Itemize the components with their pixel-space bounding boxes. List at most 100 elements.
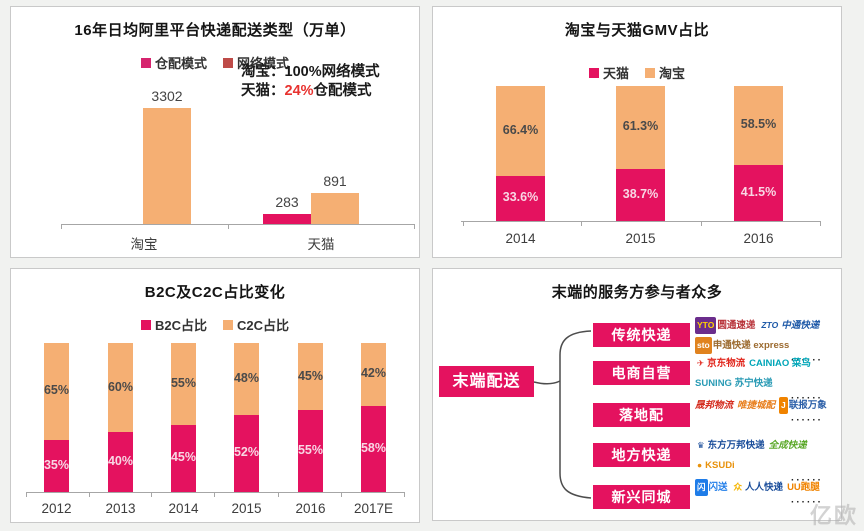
category-label: 2017E bbox=[353, 501, 394, 516]
brand-logo-icon: ● bbox=[697, 460, 703, 470]
panel-gmv-share-chart: 淘宝与天猫GMV占比 天猫 淘宝 33.6% 66.4% 2014 38.7% 61.3%… bbox=[432, 6, 842, 258]
chart-title: B2C及C2C占比变化 bbox=[144, 284, 286, 301]
segment-value-label: 33.6% bbox=[502, 190, 539, 205]
bar-网络模式-淘宝 bbox=[143, 108, 191, 224]
axis-tick bbox=[414, 224, 415, 229]
brand-logo: YTO 圆通速递 bbox=[695, 317, 755, 334]
bar-segment-C2C占比-2015 bbox=[234, 343, 259, 415]
brand-logos: ♛ 东方万邦快递 全成快递 ● KSUDi ······ bbox=[695, 435, 847, 486]
brand-logo-icon: ZTO bbox=[761, 320, 779, 330]
diagram-area: 末端配送 传统快递 YTO 圆通速递 ZTO 中通快递sto 申通快递 express ···… bbox=[433, 269, 841, 520]
branch-label-4: 地方快递 bbox=[593, 443, 690, 467]
brand-logo-icon: 闪 bbox=[695, 479, 708, 496]
bar-segment-B2C占比-2017E bbox=[361, 405, 386, 492]
axis-tick bbox=[701, 221, 702, 226]
annotation: 淘宝：100%网络模式 天猫：24%仓配模式 bbox=[241, 63, 419, 101]
segment-value-label: 66.4% bbox=[502, 122, 539, 137]
brand-logo-text: 东方万邦快递 bbox=[707, 440, 765, 451]
brand-logo-icon: 众 bbox=[733, 482, 743, 492]
brand-logo-text: KSUDi bbox=[705, 460, 735, 471]
axis-line bbox=[61, 224, 414, 225]
segment-value-label: 55% bbox=[297, 443, 324, 458]
axis-tick bbox=[404, 492, 405, 497]
brand-logo-text: 全成快递 bbox=[768, 440, 807, 451]
bar-segment-C2C占比-2012 bbox=[44, 343, 69, 440]
bar-segment-C2C占比-2016 bbox=[298, 343, 323, 411]
brand-logo-text: 人人快递 bbox=[745, 482, 784, 493]
bar-segment-C2C占比-2017E bbox=[361, 343, 386, 406]
legend-item: C2C占比 bbox=[223, 315, 289, 334]
legend-swatch bbox=[645, 67, 655, 78]
category-label: 2016 bbox=[743, 231, 774, 246]
legend-swatch bbox=[223, 319, 233, 330]
segment-value-label: 42% bbox=[360, 366, 387, 381]
axis-tick bbox=[820, 221, 821, 226]
brand-logo-text: 闪送 bbox=[708, 482, 728, 493]
brand-logo: CAINIAO 菜鸟 bbox=[749, 355, 811, 372]
brand-logo-text: 申通快递 express bbox=[712, 340, 790, 351]
bar-segment-C2C占比-2014 bbox=[171, 343, 196, 425]
brand-logo: ZTO 中通快递 bbox=[759, 317, 819, 334]
category-label: 天猫 bbox=[307, 237, 335, 252]
legend-swatch bbox=[140, 57, 151, 68]
legend-swatch bbox=[588, 67, 599, 78]
legend-label: C2C占比 bbox=[237, 318, 290, 333]
legend-label: 天猫 bbox=[602, 66, 629, 81]
legend-item: 天猫 bbox=[588, 63, 629, 82]
axis-tick bbox=[228, 224, 229, 229]
axis-tick bbox=[463, 221, 464, 226]
brand-logo: 晟邦物流 bbox=[695, 397, 733, 414]
bar-segment-B2C占比-2015 bbox=[234, 414, 259, 492]
brand-logos: 晟邦物流 唯捷城配 J 联报万象 ······ bbox=[695, 395, 847, 426]
plot-area: 35% 65% 2012 40% 60% 2013 45% 55% 2014 52% 48% 2015… bbox=[11, 269, 419, 522]
plot-area: 33.6% 66.4% 2014 38.7% 61.3% 2015 41.5% 58.5% 20… bbox=[433, 7, 841, 257]
bar-value-label: 891 bbox=[323, 172, 347, 189]
bar-segment-B2C占比-2016 bbox=[298, 410, 323, 492]
chart-title: 淘宝与天猫GMV占比 bbox=[564, 22, 710, 39]
brand-logos: YTO 圆通速递 ZTO 中通快递sto 申通快递 express ······ bbox=[695, 315, 847, 366]
bar-segment-淘宝-2015 bbox=[616, 86, 665, 169]
brand-logo: ● KSUDi bbox=[695, 457, 735, 474]
axis-tick bbox=[214, 492, 215, 497]
more-dots: ······ bbox=[791, 393, 823, 404]
legend-label: 淘宝 bbox=[659, 66, 686, 81]
segment-value-label: 55% bbox=[170, 375, 197, 390]
segment-value-label: 45% bbox=[297, 368, 324, 383]
legend-label: B2C占比 bbox=[154, 318, 207, 333]
bar-value-label: 283 bbox=[275, 194, 299, 211]
legend-item: B2C占比 bbox=[140, 315, 207, 334]
annotation-highlight: 24% bbox=[284, 83, 314, 99]
segment-value-label: 52% bbox=[233, 445, 260, 460]
segment-value-label: 41.5% bbox=[740, 184, 777, 199]
legend-label: 网络模式 bbox=[237, 56, 290, 71]
bar-segment-天猫-2014 bbox=[496, 175, 545, 221]
bar-value-label: 3302 bbox=[151, 88, 183, 104]
legend-item: 仓配模式 bbox=[140, 53, 207, 72]
brand-logo-text: 中通快递 bbox=[781, 320, 820, 331]
brand-logo: sto 申通快递 express bbox=[695, 337, 789, 354]
axis-tick bbox=[581, 221, 582, 226]
bar-segment-B2C占比-2012 bbox=[44, 439, 69, 492]
bar-segment-天猫-2016 bbox=[734, 164, 783, 221]
brand-logo: UU跑腿 bbox=[787, 479, 820, 496]
legend-swatch bbox=[140, 319, 151, 330]
brand-logo-text: 圆通速递 bbox=[717, 320, 756, 331]
brand-logo-icon: ✈ bbox=[697, 358, 705, 368]
brand-logo-icon: sto bbox=[695, 337, 712, 354]
panel-ali-delivery-type-chart: 16年日均阿里平台快递配送类型（万单） 仓配模式 网络模式 淘宝：100%网络模式… bbox=[10, 6, 420, 258]
brand-logo: 闪闪送 bbox=[695, 479, 728, 496]
brand-logo: SUNING 苏宁快递 bbox=[695, 375, 773, 392]
axis-tick bbox=[278, 492, 279, 497]
branch-label-2: 电商自营 bbox=[593, 361, 690, 385]
more-dots: ······ bbox=[791, 355, 823, 366]
brand-logo: ✈ 京东物流 bbox=[695, 355, 745, 372]
bar-segment-B2C占比-2014 bbox=[171, 424, 196, 492]
axis-line bbox=[26, 492, 404, 493]
annotation-suffix: 仓配模式 bbox=[313, 83, 372, 99]
connector-lines bbox=[533, 330, 592, 499]
bar-segment-C2C占比-2013 bbox=[108, 343, 133, 433]
segment-value-label: 58% bbox=[360, 440, 387, 455]
brand-logo-text: 晟邦物流 bbox=[695, 400, 734, 411]
bar-segment-天猫-2015 bbox=[616, 168, 665, 221]
legend-item: 淘宝 bbox=[645, 63, 685, 82]
